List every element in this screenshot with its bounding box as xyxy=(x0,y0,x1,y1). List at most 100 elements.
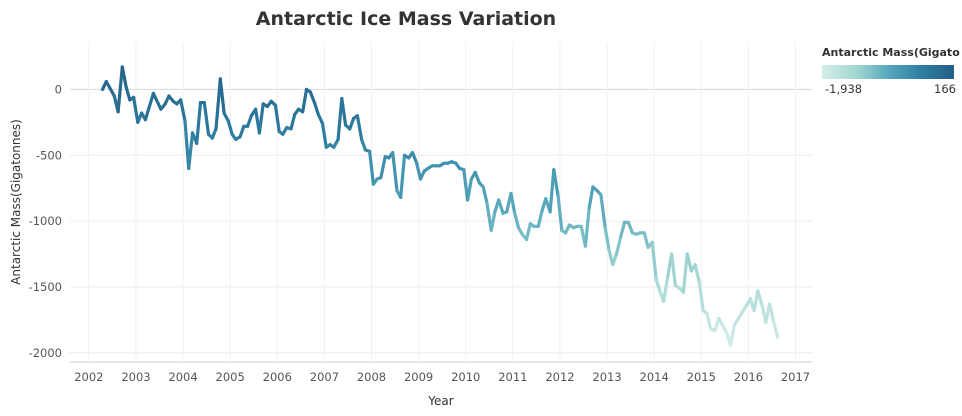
line-segment xyxy=(587,185,595,210)
x-tick-label: 2017 xyxy=(781,370,810,384)
line-segment xyxy=(214,77,222,131)
x-axis-title: Year xyxy=(427,394,453,408)
x-tick-label: 2013 xyxy=(592,370,621,384)
line-segment xyxy=(772,320,780,339)
line-segment xyxy=(497,198,505,215)
line-segment xyxy=(473,170,481,185)
line-segment xyxy=(536,209,544,228)
line-segment xyxy=(187,131,195,170)
line-segment xyxy=(124,85,132,102)
line-segment xyxy=(599,193,607,230)
line-segment xyxy=(379,155,387,180)
legend-min-label: -1,938 xyxy=(825,82,863,96)
x-tick-label: 2012 xyxy=(545,370,574,384)
x-tick-label: 2002 xyxy=(74,370,103,384)
line-segment xyxy=(509,191,517,215)
line-segment xyxy=(619,220,627,239)
y-axis-title: Antarctic Mass(Gigatonnes) xyxy=(9,119,23,285)
line-segment xyxy=(767,302,776,325)
line-segment xyxy=(614,235,623,256)
line-segment xyxy=(202,100,211,136)
line-segment xyxy=(626,220,635,235)
line-segment xyxy=(360,137,367,152)
line-segment xyxy=(661,274,670,303)
line-segment xyxy=(524,222,532,242)
line-segment xyxy=(355,114,364,141)
line-segment xyxy=(669,252,678,288)
line-segment xyxy=(481,185,489,205)
line-segment xyxy=(693,263,702,285)
x-tick-label: 2014 xyxy=(640,370,669,384)
line-segment xyxy=(583,206,591,248)
line-segment xyxy=(116,65,124,114)
line-segment xyxy=(368,149,375,186)
line-segment xyxy=(120,65,128,89)
line-segment xyxy=(415,161,423,181)
y-tick-label: -1500 xyxy=(29,280,62,294)
x-tick-label: 2015 xyxy=(687,370,716,384)
x-tick-label: 2004 xyxy=(168,370,197,384)
line-segment xyxy=(179,98,187,123)
line-segment xyxy=(301,87,309,114)
line-segment xyxy=(552,168,560,198)
line-segment xyxy=(603,226,611,252)
line-segment xyxy=(340,96,348,127)
x-tick-label: 2016 xyxy=(734,370,763,384)
line-segment xyxy=(410,151,419,165)
color-legend[interactable]: Antarctic Mass(Gigato.. -1,938 166 xyxy=(822,46,960,98)
x-tick-label: 2009 xyxy=(404,370,433,384)
y-tick-label: -1000 xyxy=(29,214,62,228)
line-segment xyxy=(642,231,650,249)
y-tick-label: -2000 xyxy=(29,346,62,360)
line-segment xyxy=(316,112,325,126)
line-segment xyxy=(556,194,564,232)
grid-lines xyxy=(70,42,812,362)
line-segment xyxy=(289,112,297,131)
x-tick-label: 2007 xyxy=(310,370,339,384)
line-segment xyxy=(226,119,234,136)
line-segment xyxy=(489,210,497,232)
x-tick-label: 2011 xyxy=(498,370,527,384)
legend-color-ramp xyxy=(822,65,954,79)
line-segment xyxy=(308,90,317,105)
x-tick-label: 2006 xyxy=(263,370,292,384)
line-segment xyxy=(195,100,203,145)
line-segment xyxy=(685,252,694,273)
x-tick-label: 2008 xyxy=(357,370,386,384)
line-segment xyxy=(257,102,265,135)
line-segment xyxy=(728,323,736,347)
line-segment xyxy=(320,121,328,149)
line-segment xyxy=(104,79,116,98)
chart-title: Antarctic Ice Mass Variation xyxy=(255,8,557,30)
line-segment xyxy=(485,201,493,232)
line-segment xyxy=(391,151,399,193)
line-segment xyxy=(218,77,226,115)
tick-labels: 0 -500 -1000 -1500 -2000 2002 2003 2004 2005 2006… xyxy=(29,82,811,384)
line-segment xyxy=(756,289,764,307)
line-segment xyxy=(513,211,521,230)
line-segment xyxy=(132,95,140,124)
x-tick-label: 2010 xyxy=(451,370,480,384)
line-segment xyxy=(650,240,658,281)
line-segment xyxy=(466,177,473,202)
legend-max-label: 166 xyxy=(934,82,956,96)
line-segment xyxy=(399,153,407,199)
legend-title: Antarctic Mass(Gigato.. xyxy=(822,46,960,59)
line-segment xyxy=(681,252,689,294)
line-segment xyxy=(348,116,356,131)
line-segment xyxy=(273,103,281,134)
x-tick-label: 2005 xyxy=(216,370,245,384)
line-segment xyxy=(238,124,246,139)
line-segment xyxy=(548,168,556,214)
line-segment xyxy=(697,281,705,313)
series-line xyxy=(100,65,780,347)
line-segment xyxy=(210,127,218,140)
line-segment xyxy=(654,277,662,293)
line-segment xyxy=(143,91,155,122)
x-tick-label: 2003 xyxy=(121,370,150,384)
line-segment xyxy=(312,100,320,117)
y-tick-label: -500 xyxy=(36,148,62,162)
line-segment xyxy=(151,91,163,111)
line-segment xyxy=(611,252,619,267)
